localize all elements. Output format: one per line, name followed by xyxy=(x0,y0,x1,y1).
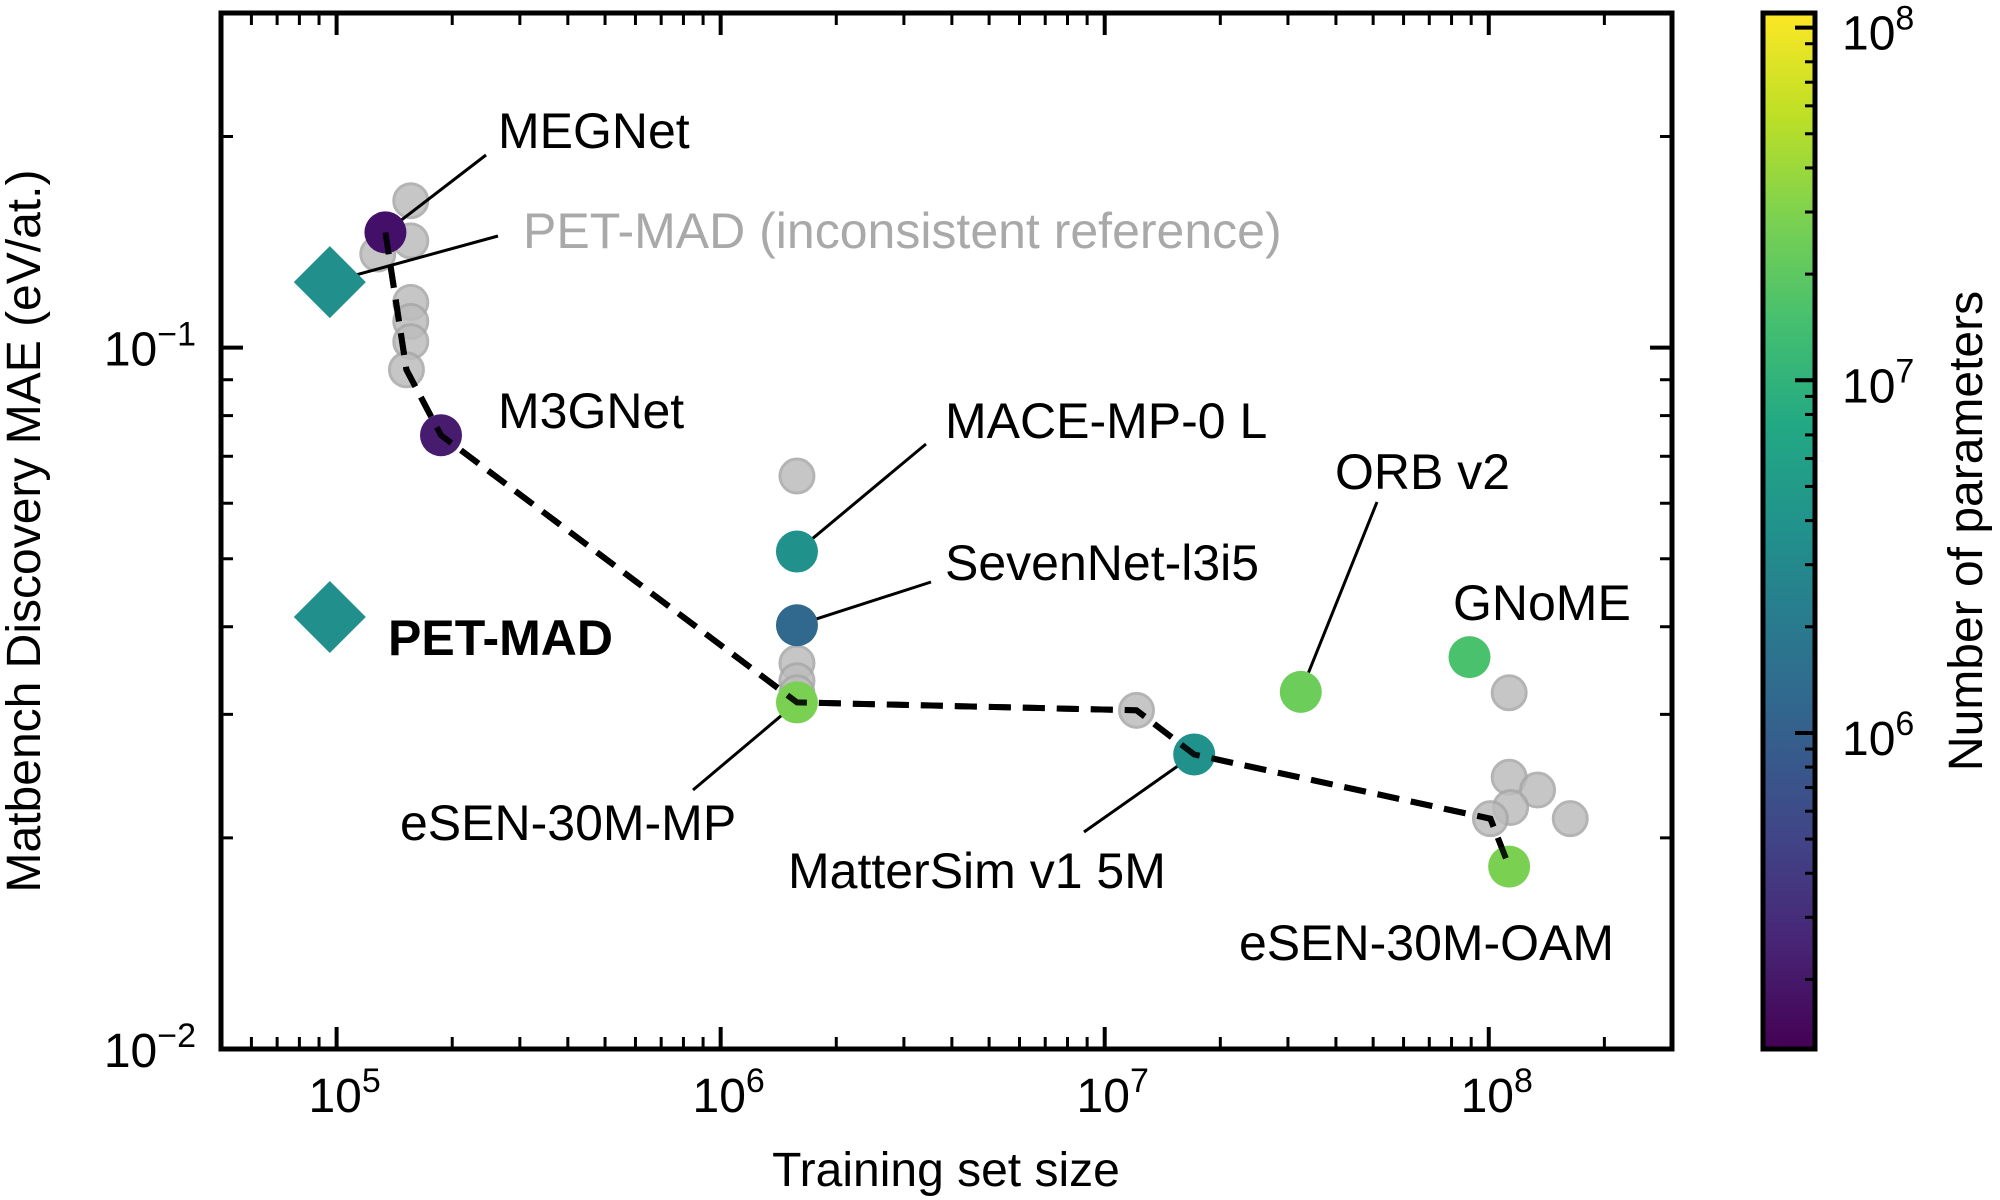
leader-line xyxy=(796,580,932,627)
other-models xyxy=(359,182,1589,838)
other-model-point xyxy=(1519,771,1557,809)
y-tick-labels: 10−2 10−1 xyxy=(104,316,196,1078)
label-gnome: GNoME xyxy=(1453,575,1631,631)
y-major-ticks xyxy=(221,345,1672,1051)
other-model-point xyxy=(1551,800,1589,838)
x-axis-title: Training set size xyxy=(772,1144,1120,1197)
colorbar-ticks xyxy=(1795,25,1815,981)
point-pet-mad xyxy=(293,580,366,653)
other-model-point xyxy=(778,457,816,495)
colorbar-tick-labels: 106 107 108 xyxy=(1842,0,1914,766)
highlighted-models xyxy=(293,211,1531,888)
leader-lines xyxy=(329,153,1379,834)
label-mattersim: MatterSim v1 5M xyxy=(788,843,1166,899)
leader-line xyxy=(795,442,927,553)
plot-area: MEGNet M3GNet MACE-MP-0 L SevenNet-l3i5 … xyxy=(218,10,1675,1052)
point-pet-mad-inconsistent-reference xyxy=(293,246,366,319)
label-esen-30m-mp: eSEN-30M-MP xyxy=(400,795,736,851)
colorbar-tick-label: 107 xyxy=(1842,352,1914,413)
label-pet-mad-inconsistent: PET-MAD (inconsistent reference) xyxy=(523,203,1282,259)
label-mace-mp-0-l: MACE-MP-0 L xyxy=(945,393,1267,449)
point-gnome xyxy=(1448,636,1491,679)
leader-line xyxy=(1083,753,1196,834)
leader-line xyxy=(384,153,487,234)
colorbar-gradient xyxy=(1760,10,1818,1052)
point-megnet xyxy=(364,211,407,254)
x-tick-label: 108 xyxy=(1461,1062,1533,1123)
label-sevennet: SevenNet-l3i5 xyxy=(945,535,1259,591)
label-esen-30m-oam: eSEN-30M-OAM xyxy=(1239,915,1614,971)
pareto-line-overlay xyxy=(382,231,1512,868)
label-orb-v2: ORB v2 xyxy=(1335,444,1510,500)
x-tick-label: 105 xyxy=(308,1062,380,1123)
colorbar-title: Number of parameters xyxy=(1940,291,1993,771)
point-sevennet-l3i5 xyxy=(775,604,818,647)
label-pet-mad: PET-MAD xyxy=(388,610,613,666)
point-orb-v2 xyxy=(1279,670,1322,713)
colorbar: 106 107 108 Number of parameters xyxy=(1760,0,1993,1052)
label-m3gnet: M3GNet xyxy=(498,383,684,439)
y-axis-title: Matbench Discovery MAE (eV/at.) xyxy=(0,170,51,893)
y-tick-label: 10−1 xyxy=(104,316,196,377)
x-tick-label: 106 xyxy=(693,1062,765,1123)
colorbar-tick-label: 108 xyxy=(1842,0,1914,61)
point-esen-30m-oam xyxy=(1488,845,1531,888)
label-megnet: MEGNet xyxy=(498,103,690,159)
x-tick-label: 107 xyxy=(1077,1062,1149,1123)
point-labels: MEGNet M3GNet MACE-MP-0 L SevenNet-l3i5 … xyxy=(388,103,1631,971)
colorbar-tick-label: 106 xyxy=(1842,705,1914,766)
plot-frame xyxy=(218,10,1675,1052)
y-tick-label: 10−2 xyxy=(104,1017,196,1078)
x-major-ticks xyxy=(334,13,1491,1049)
point-mace-mp-0-l xyxy=(775,530,818,573)
other-model-point xyxy=(1490,674,1528,712)
leader-line xyxy=(692,701,798,792)
x-tick-labels: 105 106 107 108 xyxy=(308,1062,1532,1123)
leader-line xyxy=(1299,501,1379,693)
